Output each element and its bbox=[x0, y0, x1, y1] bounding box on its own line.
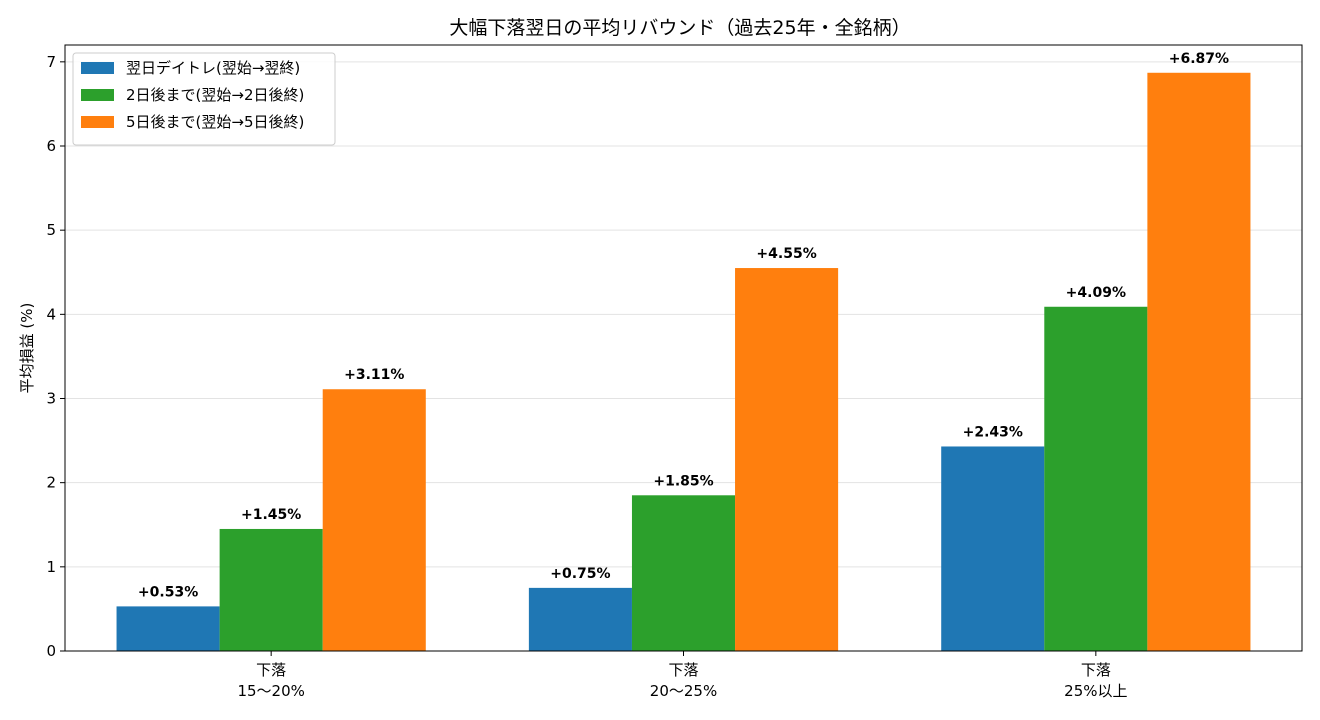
legend-swatch bbox=[81, 116, 114, 128]
bar-value-label: +1.45% bbox=[241, 507, 301, 523]
bar-value-label: +1.85% bbox=[653, 473, 713, 489]
bar-value-label: +0.53% bbox=[138, 584, 198, 600]
axes: 0 1 2 3 4 5 6 7 下落 15〜20% 下落 20〜25% 下落 25%以上 bbox=[46, 44, 1303, 700]
x-tick-label: 下落 bbox=[1081, 661, 1111, 679]
y-tick-label: 2 bbox=[46, 474, 56, 492]
bar-value-label: +6.87% bbox=[1169, 51, 1229, 67]
bar bbox=[1147, 72, 1251, 651]
bar bbox=[528, 587, 632, 651]
bar bbox=[631, 495, 736, 651]
chart-title: 大幅下落翌日の平均リバウンド（過去25年・全銘柄） bbox=[449, 17, 910, 39]
legend-swatch bbox=[81, 62, 114, 74]
bar-value-label: +4.09% bbox=[1066, 285, 1126, 301]
x-tick-label: 25%以上 bbox=[1064, 682, 1127, 700]
bar bbox=[322, 389, 426, 651]
legend-label: 5日後まで(翌始→5日後終) bbox=[126, 113, 304, 131]
y-tick-label: 0 bbox=[46, 642, 56, 660]
data-labels: +0.53% +0.75% +2.43% +1.45% +1.85% +4.09% +3.1… bbox=[138, 51, 1229, 601]
bar bbox=[116, 606, 220, 651]
y-tick-label: 5 bbox=[46, 221, 56, 239]
x-tick-label: 20〜25% bbox=[650, 682, 717, 700]
legend-label: 2日後まで(翌始→2日後終) bbox=[126, 86, 304, 104]
x-tick-label: 下落 bbox=[256, 661, 286, 679]
y-tick-label: 4 bbox=[46, 305, 56, 323]
y-tick-label: 7 bbox=[46, 53, 56, 71]
bars bbox=[116, 72, 1251, 651]
bar-value-label: +2.43% bbox=[963, 424, 1023, 440]
y-tick-label: 6 bbox=[46, 137, 56, 155]
y-tick-label: 1 bbox=[46, 558, 56, 576]
y-tick-label: 3 bbox=[46, 390, 56, 408]
x-tick-label: 15〜20% bbox=[237, 682, 304, 700]
bar bbox=[219, 528, 323, 651]
bar-value-label: +3.11% bbox=[344, 367, 404, 383]
bar bbox=[735, 268, 839, 651]
bar-value-label: +4.55% bbox=[756, 246, 816, 262]
y-axis-label: 平均損益 (%) bbox=[18, 303, 36, 394]
legend-box bbox=[72, 52, 336, 146]
legend: 翌日デイトレ(翌始→翌終) 2日後まで(翌始→2日後終) 5日後まで(翌始→5日後終… bbox=[72, 52, 336, 146]
bar-value-label: +0.75% bbox=[550, 566, 610, 582]
legend-swatch bbox=[81, 89, 114, 101]
legend-label: 翌日デイトレ(翌始→翌終) bbox=[126, 59, 300, 77]
x-tick-label: 下落 bbox=[668, 661, 698, 679]
bar bbox=[1044, 306, 1148, 651]
bar bbox=[941, 446, 1045, 651]
